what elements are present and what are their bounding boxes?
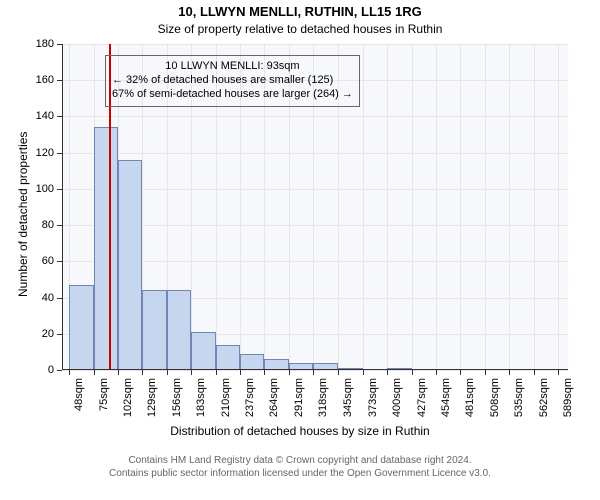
ytick-mark	[57, 298, 62, 299]
histogram-bar	[216, 345, 240, 370]
y-axis-line	[62, 44, 63, 370]
ytick-mark	[57, 189, 62, 190]
gridline-v	[460, 44, 461, 370]
ytick-mark	[57, 80, 62, 81]
chart-subtitle: Size of property relative to detached ho…	[0, 22, 600, 36]
chart-title: 10, LLWYN MENLLI, RUTHIN, LL15 1RG	[0, 4, 600, 19]
histogram-bar	[142, 290, 166, 370]
gridline-v	[436, 44, 437, 370]
ytick-mark	[57, 225, 62, 226]
ytick-mark	[57, 370, 62, 371]
ytick-label: 60	[26, 255, 54, 267]
xtick-mark	[460, 370, 461, 375]
xtick-label: 237sqm	[244, 378, 256, 428]
histogram-bar	[240, 354, 264, 370]
xtick-label: 318sqm	[317, 378, 329, 428]
xtick-label: 373sqm	[367, 378, 379, 428]
ytick-mark	[57, 334, 62, 335]
ytick-label: 140	[26, 110, 54, 122]
annotation-line1: 10 LLWYN MENLLI: 93sqm	[112, 60, 353, 74]
xtick-label: 481sqm	[464, 378, 476, 428]
gridline-h	[62, 44, 568, 45]
gridline-h	[62, 370, 568, 371]
ytick-label: 0	[26, 364, 54, 376]
ytick-label: 20	[26, 328, 54, 340]
footer-attribution: Contains HM Land Registry data © Crown c…	[0, 454, 600, 480]
xtick-mark	[289, 370, 290, 375]
xtick-mark	[313, 370, 314, 375]
xtick-mark	[240, 370, 241, 375]
xtick-mark	[338, 370, 339, 375]
xtick-label: 400sqm	[391, 378, 403, 428]
x-axis-label: Distribution of detached houses by size …	[0, 424, 600, 438]
histogram-bar	[191, 332, 215, 370]
gridline-v	[387, 44, 388, 370]
xtick-label: 129sqm	[146, 378, 158, 428]
annotation-box: 10 LLWYN MENLLI: 93sqm ← 32% of detached…	[105, 55, 360, 106]
xtick-mark	[412, 370, 413, 375]
gridline-v	[412, 44, 413, 370]
xtick-mark	[363, 370, 364, 375]
gridline-h	[62, 153, 568, 154]
xtick-mark	[387, 370, 388, 375]
annotation-line3: 67% of semi-detached houses are larger (…	[112, 88, 353, 102]
gridline-v	[534, 44, 535, 370]
xtick-mark	[167, 370, 168, 375]
xtick-mark	[191, 370, 192, 375]
xtick-mark	[69, 370, 70, 375]
ytick-mark	[57, 44, 62, 45]
xtick-label: 264sqm	[268, 378, 280, 428]
xtick-label: 210sqm	[220, 378, 232, 428]
xtick-label: 156sqm	[171, 378, 183, 428]
xtick-mark	[509, 370, 510, 375]
xtick-mark	[142, 370, 143, 375]
xtick-mark	[485, 370, 486, 375]
gridline-v	[509, 44, 510, 370]
xtick-label: 562sqm	[538, 378, 550, 428]
gridline-v	[485, 44, 486, 370]
xtick-mark	[436, 370, 437, 375]
histogram-bar	[167, 290, 191, 370]
xtick-mark	[216, 370, 217, 375]
gridline-h	[62, 116, 568, 117]
xtick-label: 102sqm	[122, 378, 134, 428]
gridline-v	[363, 44, 364, 370]
xtick-mark	[94, 370, 95, 375]
xtick-mark	[558, 370, 559, 375]
ytick-mark	[57, 116, 62, 117]
footer-line1: Contains HM Land Registry data © Crown c…	[0, 454, 600, 467]
x-axis-line	[62, 369, 568, 370]
ytick-label: 40	[26, 292, 54, 304]
ytick-label: 100	[26, 183, 54, 195]
xtick-mark	[534, 370, 535, 375]
footer-line2: Contains public sector information licen…	[0, 467, 600, 480]
annotation-line2: ← 32% of detached houses are smaller (12…	[112, 74, 353, 88]
ytick-label: 160	[26, 74, 54, 86]
ytick-label: 120	[26, 147, 54, 159]
xtick-label: 183sqm	[195, 378, 207, 428]
xtick-label: 454sqm	[440, 378, 452, 428]
xtick-label: 589sqm	[562, 378, 574, 428]
xtick-label: 75sqm	[98, 378, 110, 428]
xtick-mark	[264, 370, 265, 375]
histogram-bar	[118, 160, 142, 370]
ytick-mark	[57, 153, 62, 154]
ytick-label: 80	[26, 219, 54, 231]
ytick-label: 180	[26, 38, 54, 50]
ytick-mark	[57, 261, 62, 262]
xtick-label: 535sqm	[513, 378, 525, 428]
xtick-label: 48sqm	[73, 378, 85, 428]
xtick-label: 291sqm	[293, 378, 305, 428]
xtick-mark	[118, 370, 119, 375]
histogram-bar	[69, 285, 93, 370]
histogram-bar	[94, 127, 118, 370]
xtick-label: 427sqm	[416, 378, 428, 428]
gridline-v	[558, 44, 559, 370]
xtick-label: 508sqm	[489, 378, 501, 428]
xtick-label: 345sqm	[342, 378, 354, 428]
plot-area: 10 LLWYN MENLLI: 93sqm ← 32% of detached…	[62, 44, 568, 370]
